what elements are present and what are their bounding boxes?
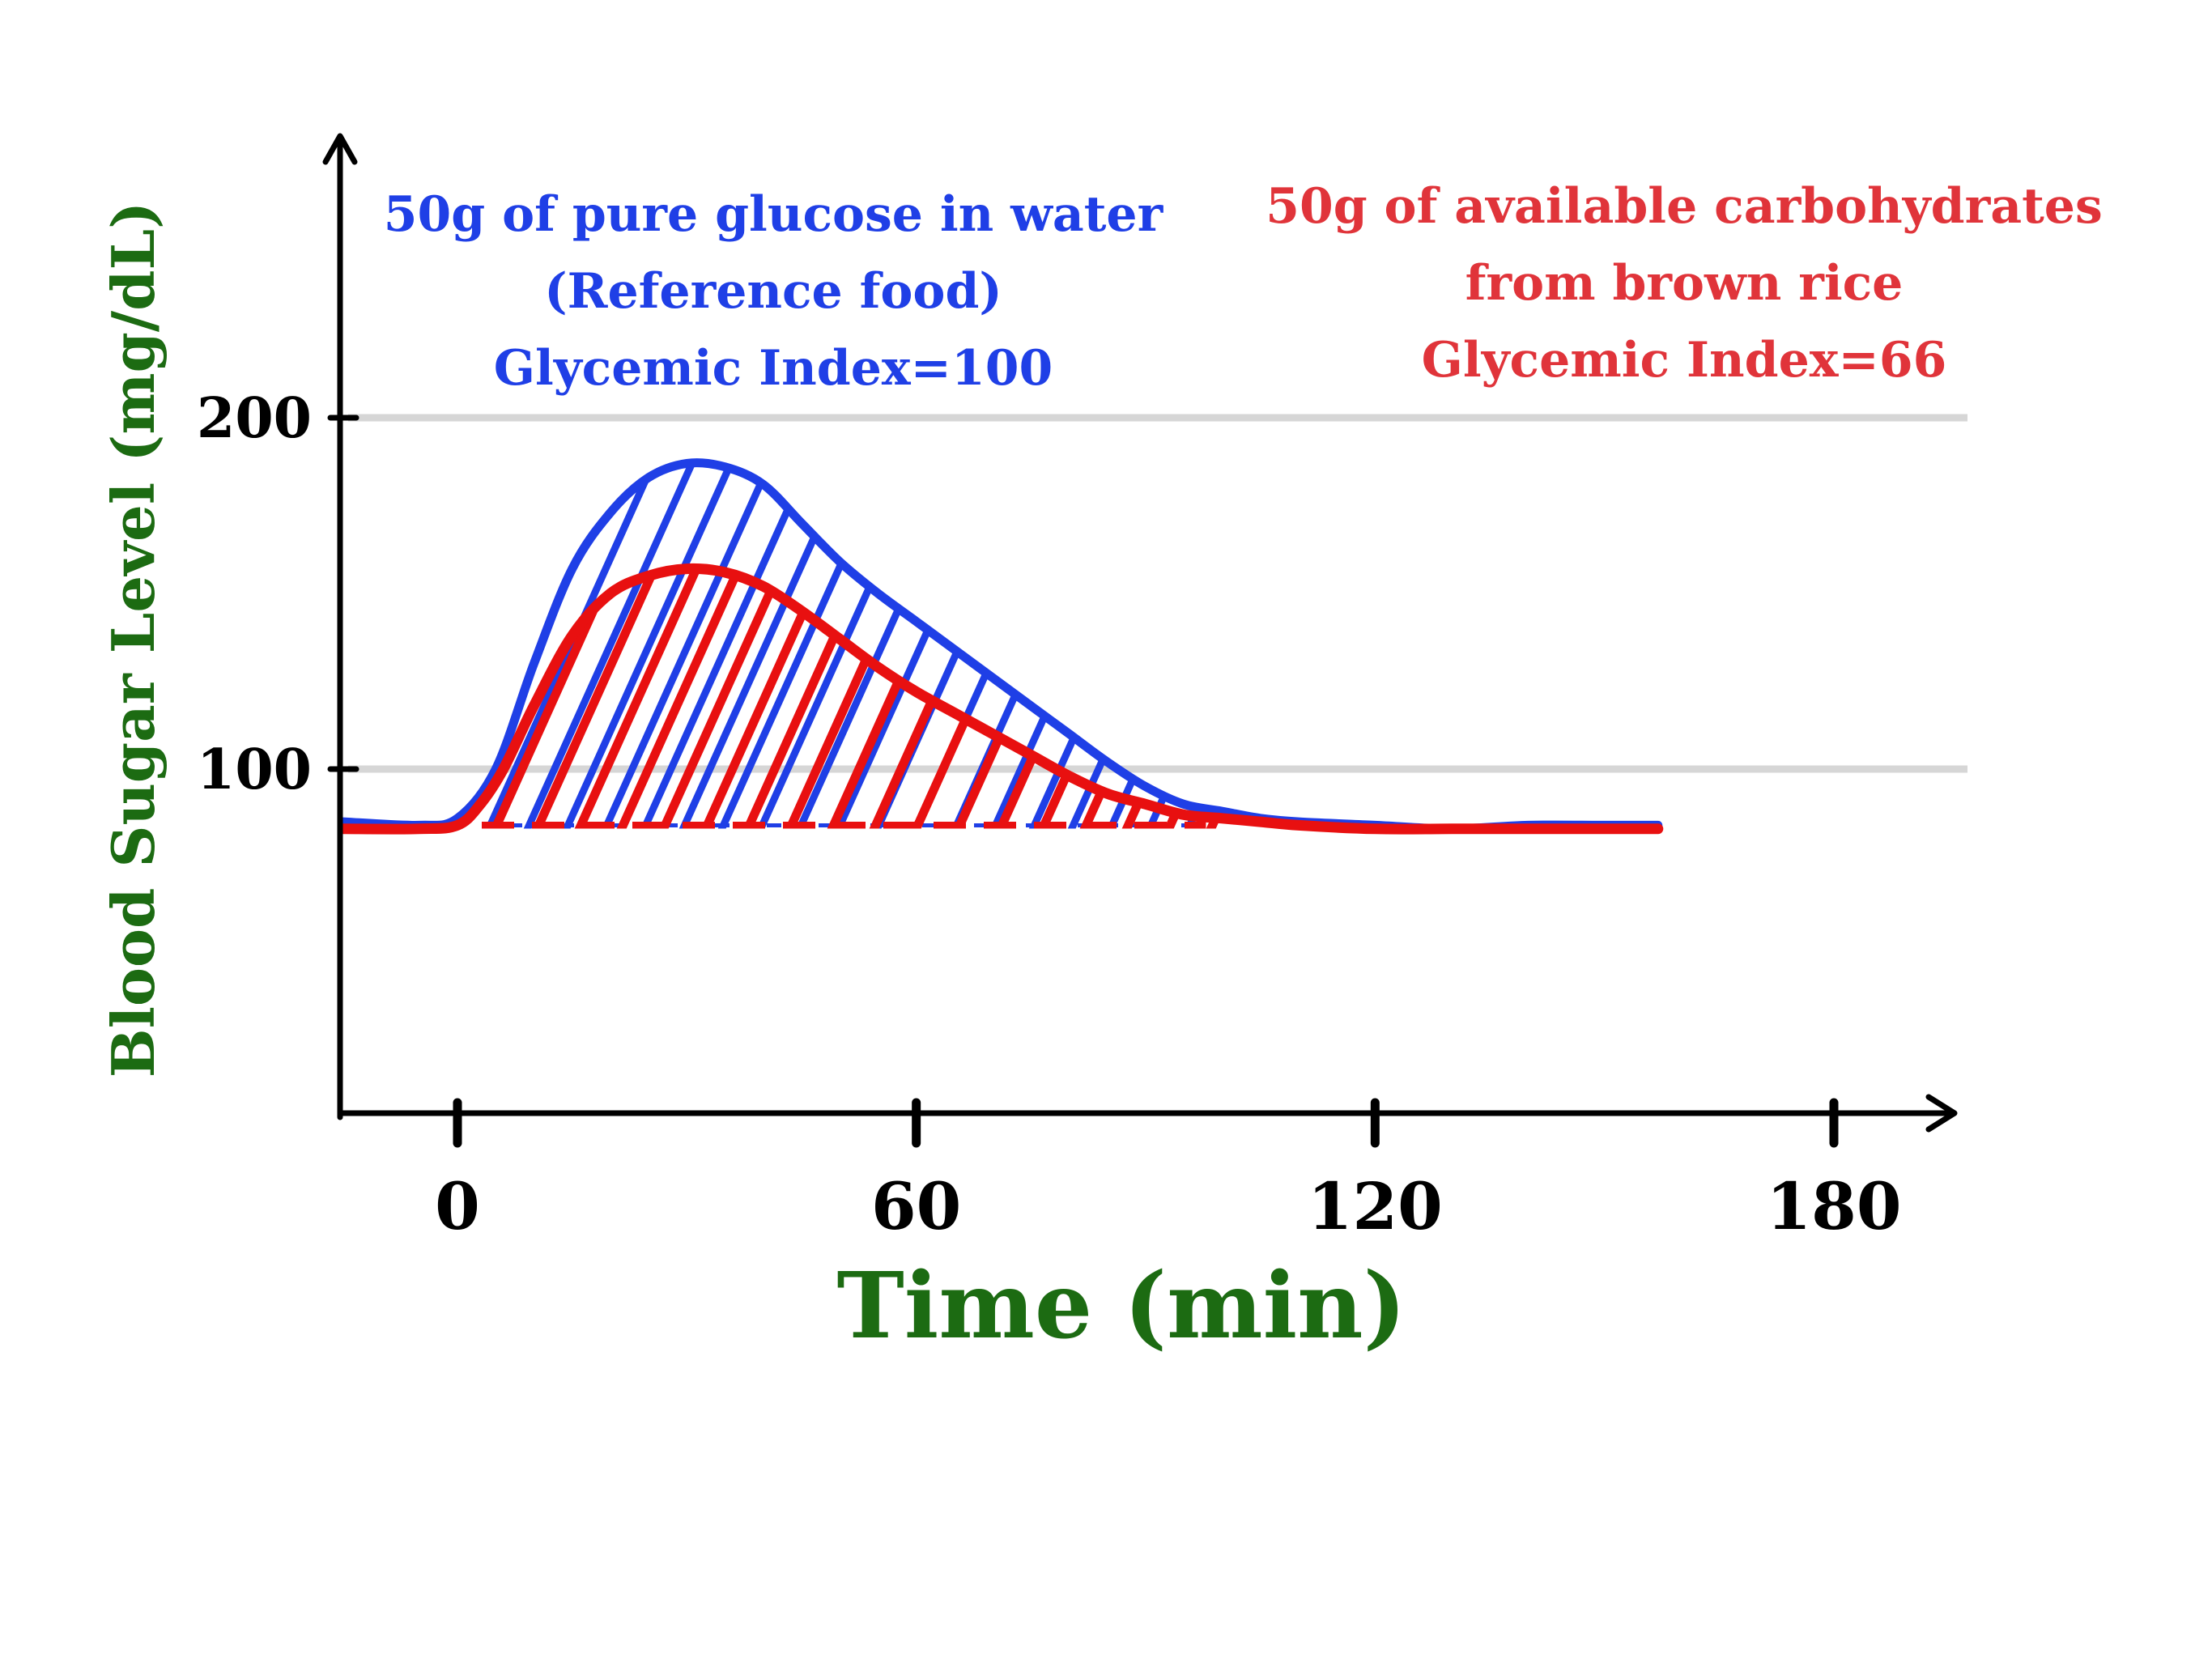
x-tick-label-0: 0 — [435, 1168, 480, 1244]
hatch-line-1-3 — [530, 568, 727, 829]
legend-rice-line-2: from brown rice — [1465, 255, 1904, 312]
hatch-line-0-3 — [521, 462, 717, 829]
y-ticks: 100 200 — [197, 386, 359, 802]
series-line-brown-rice — [337, 563, 1664, 835]
x-tick-label-60: 60 — [871, 1168, 961, 1244]
hatch-line-1-6 — [657, 568, 853, 829]
hatch-line-0-4 — [560, 462, 755, 829]
x-axis — [337, 1094, 1958, 1133]
x-tick-label-120: 120 — [1308, 1168, 1443, 1244]
series-line-glucose — [338, 458, 1663, 834]
x-ticks: 0 60 120 180 — [435, 1098, 1902, 1244]
y-axis — [322, 133, 358, 1120]
hatch-line-1-5 — [615, 568, 811, 829]
legend-glucose-line-3: Glycemic Index=100 — [494, 340, 1053, 397]
y-tick-label-100: 100 — [197, 738, 312, 802]
x-axis-arrowhead — [1925, 1094, 1958, 1133]
legend-brown-rice: 50g of available carbohydrates from brow… — [1266, 178, 2103, 389]
y-axis-title: Blood Sugar Level (mg/dL) — [99, 202, 168, 1078]
y-axis-arrowhead — [322, 133, 358, 165]
hatch-line-1-4 — [572, 568, 769, 829]
y-tick-label-200: 200 — [197, 386, 312, 451]
hatch-line-1-2 — [488, 568, 685, 829]
legend-rice-line-1: 50g of available carbohydrates — [1266, 178, 2103, 235]
x-axis-title: Time (min) — [836, 1253, 1406, 1359]
hatch-line-1-7 — [699, 568, 895, 829]
legend-glucose-line-2: (Reference food) — [544, 263, 1002, 320]
gridlines — [348, 414, 1967, 773]
x-tick-label-180: 180 — [1767, 1168, 1902, 1244]
legend-rice-line-3: Glycemic Index=66 — [1422, 332, 1947, 389]
hatch-line-0-5 — [599, 462, 794, 829]
legend-glucose-line-1: 50g of pure glucose in water — [384, 186, 1164, 243]
legend-glucose: 50g of pure glucose in water (Reference … — [384, 186, 1164, 397]
